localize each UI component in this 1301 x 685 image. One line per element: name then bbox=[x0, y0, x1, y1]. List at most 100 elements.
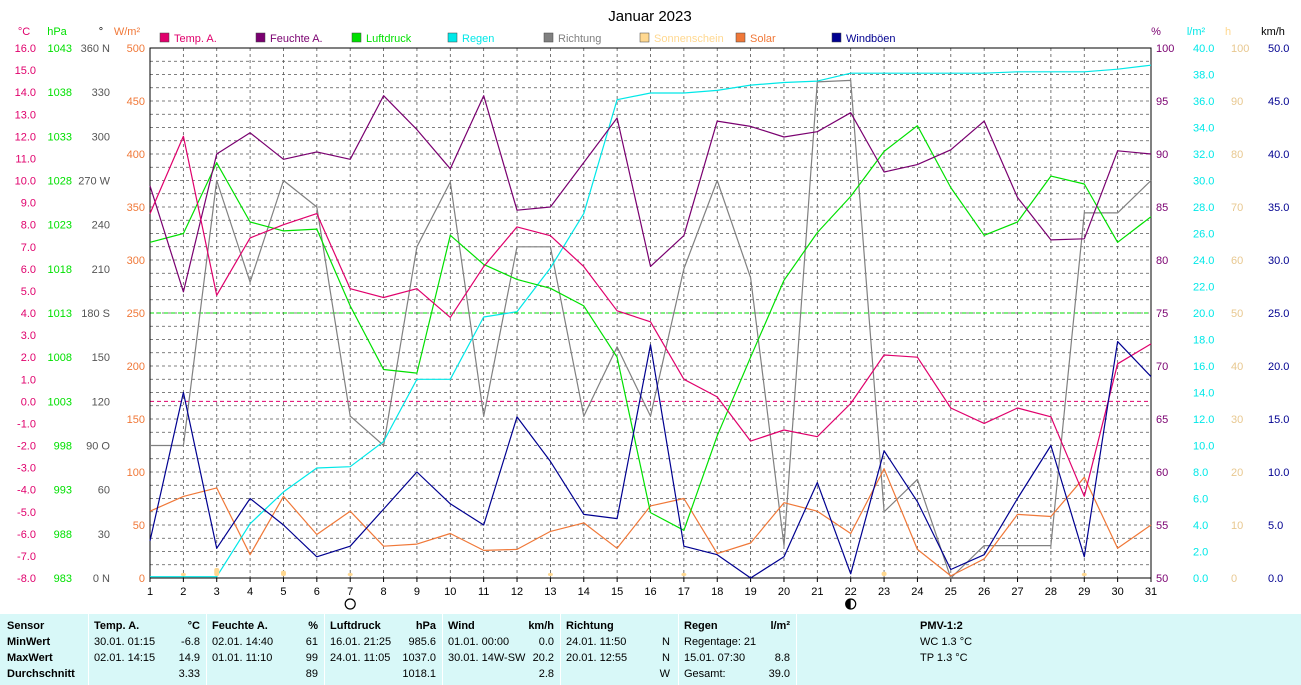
x-tick-label: 14 bbox=[578, 586, 590, 598]
temp-tick-label: 15.0 bbox=[15, 65, 36, 77]
axes: 16.015.014.013.012.011.010.09.08.07.06.0… bbox=[15, 43, 1290, 598]
x-tick-label: 9 bbox=[414, 586, 420, 598]
solar-tick-label: 0 bbox=[139, 573, 145, 585]
wind-min-value: 0.0 bbox=[538, 636, 554, 648]
direction-tick-label: 180 S bbox=[81, 308, 110, 320]
column-divider bbox=[206, 614, 207, 685]
wind-tick-label: 50.0 bbox=[1268, 43, 1289, 55]
direction-tick-label: 330 bbox=[92, 87, 110, 99]
x-tick-label: 27 bbox=[1011, 586, 1023, 598]
direction-tick-label: 30 bbox=[98, 529, 110, 541]
direction-tick-label: 60 bbox=[98, 485, 110, 497]
temp-tick-label: 10.0 bbox=[15, 176, 36, 188]
temp-tick-label: -6.0 bbox=[17, 529, 36, 541]
series-line-temp bbox=[149, 135, 1152, 497]
temp-min-value: -6.8 bbox=[181, 636, 200, 648]
sunshine-bar bbox=[881, 571, 887, 576]
left-unit-label: hPa bbox=[47, 26, 67, 38]
humidity-header: Feuchte A. bbox=[212, 620, 268, 632]
temp-tick-label: 9.0 bbox=[21, 198, 36, 210]
right-unit-label: km/h bbox=[1261, 26, 1285, 38]
rain-tick-label: 26.0 bbox=[1193, 229, 1214, 241]
humidity-tick-label: 95 bbox=[1156, 96, 1168, 108]
series-line-humidity bbox=[149, 95, 1152, 293]
pmv-header: PMV-1:2 bbox=[920, 620, 963, 632]
temp-avg-value: 3.33 bbox=[178, 668, 200, 680]
solar-tick-label: 450 bbox=[127, 96, 145, 108]
legend-label: Feuchte A. bbox=[270, 33, 323, 45]
x-tick-label: 17 bbox=[678, 586, 690, 598]
wind-tick-label: 25.0 bbox=[1268, 308, 1289, 320]
humidity-tick-label: 90 bbox=[1156, 149, 1168, 161]
x-tick-label: 24 bbox=[911, 586, 923, 598]
wind-tick-label: 15.0 bbox=[1268, 414, 1289, 426]
x-tick-label: 11 bbox=[478, 586, 489, 598]
unit-labels: °C hPa ° W/m²% l/m² h km/h bbox=[18, 26, 1285, 38]
legend-swatch bbox=[735, 32, 746, 43]
right-unit-label: h bbox=[1225, 26, 1231, 38]
rain-tick-label: 18.0 bbox=[1193, 335, 1214, 347]
x-tick-label: 30 bbox=[1112, 586, 1124, 598]
x-tick-label: 26 bbox=[978, 586, 990, 598]
x-tick-label: 16 bbox=[644, 586, 656, 598]
rain-tick-label: 0.0 bbox=[1193, 573, 1208, 585]
sunshine-tick-label: 40 bbox=[1231, 361, 1243, 373]
sunshine-bar bbox=[347, 573, 353, 576]
legend-swatch bbox=[351, 32, 362, 43]
rain-tick-label: 4.0 bbox=[1193, 520, 1208, 532]
wind-tick-label: 40.0 bbox=[1268, 149, 1289, 161]
humidity-tick-label: 65 bbox=[1156, 414, 1168, 426]
pressure-max-time: 24.01. 11:05 bbox=[330, 652, 391, 664]
wind-tick-label: 30.0 bbox=[1268, 255, 1289, 267]
sunshine-tick-label: 70 bbox=[1231, 202, 1243, 214]
direction-tick-label: 360 N bbox=[81, 43, 110, 55]
sunshine-tick-label: 10 bbox=[1231, 520, 1243, 532]
left-unit-label: ° bbox=[99, 26, 103, 38]
pressure-unit: hPa bbox=[415, 620, 436, 632]
rain-tick-label: 40.0 bbox=[1193, 43, 1214, 55]
pressure-min-time: 16.01. 21:25 bbox=[330, 636, 392, 648]
left-unit-label: W/m² bbox=[114, 26, 141, 38]
column-divider bbox=[442, 614, 443, 685]
wind-tick-label: 45.0 bbox=[1268, 96, 1289, 108]
wind-tick-label: 0.0 bbox=[1268, 573, 1283, 585]
temp-tick-label: 7.0 bbox=[21, 242, 36, 254]
x-tick-label: 20 bbox=[778, 586, 790, 598]
sunshine-bar bbox=[1081, 573, 1087, 576]
series bbox=[149, 64, 1152, 579]
avg-label: Durchschnitt bbox=[7, 668, 75, 680]
humidity-tick-label: 80 bbox=[1156, 255, 1168, 267]
x-tick-label: 7 bbox=[347, 586, 353, 598]
statistics-panel: Sensor MinWert MaxWert Durchschnitt Temp… bbox=[0, 614, 1301, 685]
column-divider bbox=[324, 614, 325, 685]
sunshine-bar bbox=[180, 573, 186, 576]
pressure-tick-label: 1043 bbox=[48, 43, 72, 55]
x-tick-label: 25 bbox=[945, 586, 957, 598]
wind-tick-label: 5.0 bbox=[1268, 520, 1283, 532]
legend-label: Luftdruck bbox=[366, 33, 412, 45]
legend-label: Temp. A. bbox=[174, 33, 217, 45]
rain-max-value: 8.8 bbox=[774, 652, 790, 664]
humidity-tick-label: 60 bbox=[1156, 467, 1168, 479]
pressure-tick-label: 1033 bbox=[48, 131, 72, 143]
rain-header: Regen bbox=[684, 620, 718, 632]
legend-swatch bbox=[639, 32, 650, 43]
solar-tick-label: 300 bbox=[127, 255, 145, 267]
rain-tick-label: 36.0 bbox=[1193, 96, 1214, 108]
rain-tick-label: 12.0 bbox=[1193, 414, 1214, 426]
column-divider bbox=[560, 614, 561, 685]
temp-max-time: 02.01. 14:15 bbox=[94, 652, 156, 664]
humidity-max-value: 99 bbox=[305, 652, 318, 664]
legend-swatch bbox=[255, 32, 266, 43]
legend-swatch bbox=[543, 32, 554, 43]
rain-tick-label: 2.0 bbox=[1193, 547, 1208, 559]
x-tick-label: 12 bbox=[511, 586, 523, 598]
pressure-min-value: 985.6 bbox=[408, 636, 436, 648]
x-tick-label: 22 bbox=[845, 586, 857, 598]
x-tick-label: 6 bbox=[314, 586, 320, 598]
direction-tick-label: 270 W bbox=[78, 176, 110, 188]
temp-tick-label: 3.0 bbox=[21, 330, 36, 342]
x-tick-label: 2 bbox=[180, 586, 186, 598]
sunshine-tick-label: 60 bbox=[1231, 255, 1243, 267]
temp-tick-label: 13.0 bbox=[15, 109, 36, 121]
